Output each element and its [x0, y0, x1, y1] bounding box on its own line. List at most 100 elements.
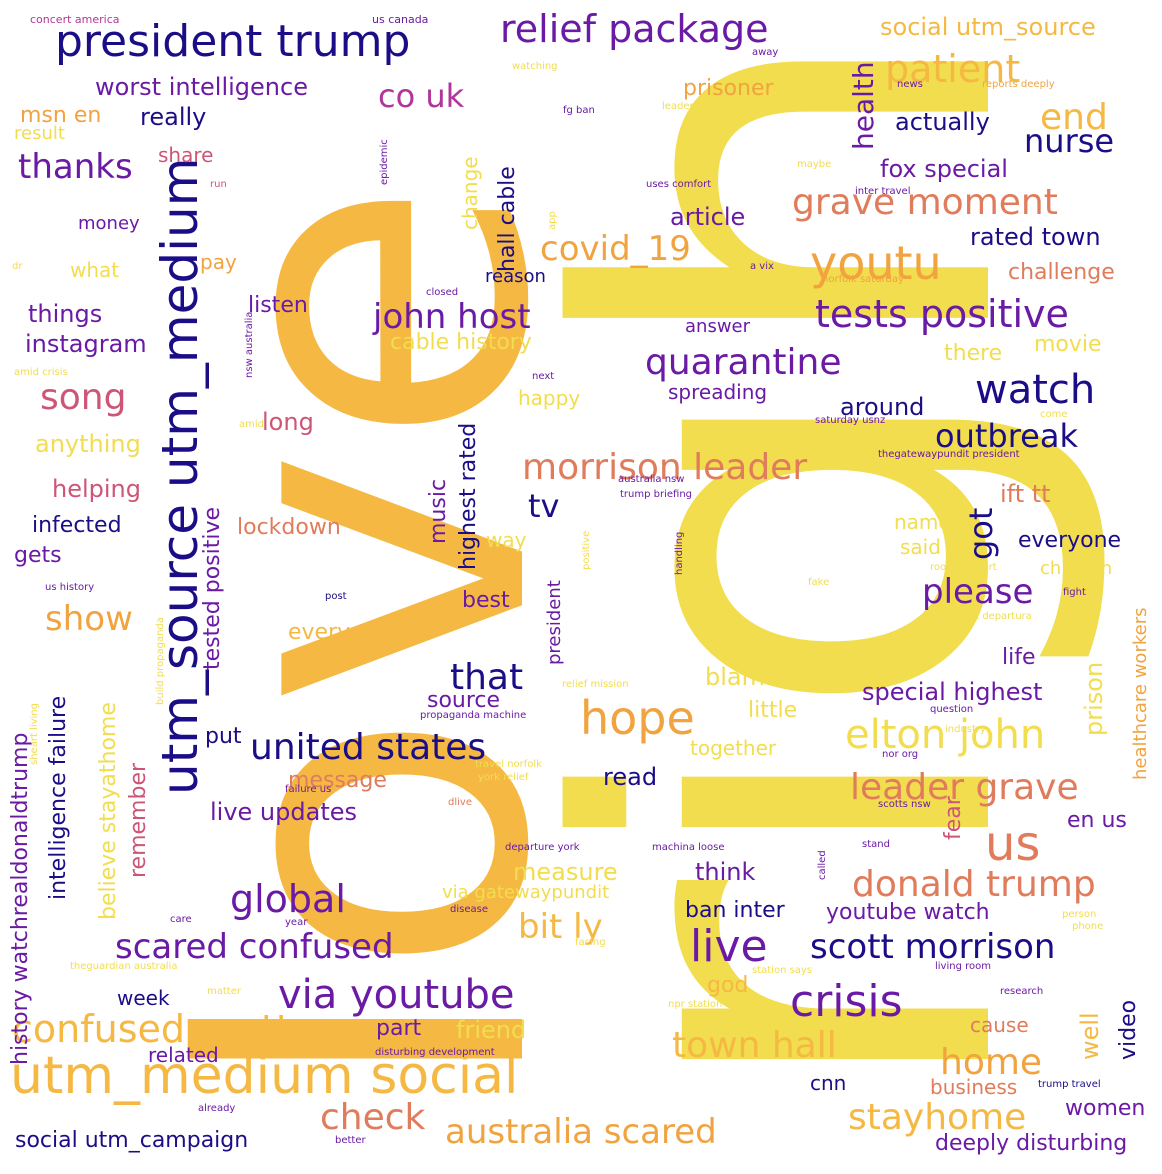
word-really-48: really — [140, 103, 207, 131]
word-check-33: check — [320, 1097, 426, 1138]
word-failure-us-170: failure us — [285, 784, 332, 795]
word-instagram-55: instagram — [25, 330, 147, 358]
word-please-36: please — [922, 572, 1034, 612]
word-sheart-living-194: sheart living — [29, 703, 40, 765]
word-disease-177: disease — [450, 904, 488, 915]
word-come-150: come — [1040, 409, 1068, 420]
word-everyone-80: everyone — [1018, 528, 1122, 553]
word-via-youtube-7: via youtube — [278, 972, 515, 1018]
word-read-93: read — [603, 763, 658, 791]
word-part-104: part — [376, 1016, 422, 1041]
word-fg-ban-132: fg ban — [563, 105, 595, 116]
word-facing-180: facing — [575, 937, 606, 948]
word-music-118: music — [426, 478, 451, 544]
word-watch-20: watch — [975, 367, 1096, 413]
word-patient-24: patient — [885, 47, 1021, 91]
word-industry-166: industry — [945, 724, 986, 735]
word-maybe-137: maybe — [797, 159, 832, 170]
word-ban-inter-99: ban inter — [685, 898, 785, 923]
word-amid-148: amid — [239, 419, 264, 430]
word-name-78: name — [894, 510, 951, 534]
word-scared-confused-27: scared confused — [115, 927, 394, 967]
word-reason-70: reason — [485, 266, 546, 287]
word-health-43: health — [847, 61, 880, 150]
word-tested-positive-120: tested positive — [200, 506, 225, 670]
word-msn-en-47: msn en — [20, 103, 102, 128]
word-well-109: well — [1076, 1012, 1104, 1060]
word-relief-package-5: relief package — [500, 7, 769, 51]
word-matter-184: matter — [207, 986, 241, 997]
word-trump-briefing-152: trump briefing — [620, 489, 693, 500]
word-trump-travel-190: trump travel — [1038, 1079, 1101, 1090]
word-australia-scared-32: australia scared — [445, 1112, 717, 1152]
word-question-165: question — [930, 704, 974, 715]
word-hall-cable-116: hall cable — [495, 166, 520, 272]
word-women-113: women — [1065, 1096, 1146, 1121]
word-answer-71: answer — [685, 316, 751, 337]
word-thanks-40: thanks — [18, 147, 133, 187]
word-helping-57: helping — [52, 475, 141, 503]
word-end-38: end — [1040, 97, 1108, 138]
word-home-30: home — [940, 1042, 1043, 1083]
word-year-178: year — [285, 917, 308, 928]
word-inter-travel-138: inter travel — [855, 186, 911, 197]
word-cable-history-69: cable history — [390, 330, 532, 355]
word-bit-ly-44: bit ly — [518, 907, 603, 947]
word-article-65: article — [670, 203, 746, 231]
word-happy-76: happy — [518, 386, 581, 410]
word-research-186: research — [1000, 986, 1044, 997]
word-a-vix-193: a vix — [750, 261, 774, 272]
word-pay-53: pay — [200, 250, 237, 274]
word-around-73: around — [840, 393, 925, 421]
word-tests-positive-19: tests positive — [815, 292, 1069, 336]
word-scott-morrison-14: scott morrison — [810, 927, 1056, 967]
word-dlive-171: dlive — [448, 797, 472, 808]
word-think-98: think — [695, 858, 756, 886]
word-highest-rated-117: highest rated — [456, 422, 481, 570]
word-news-134: news — [897, 79, 923, 90]
word-handling-155: handling — [674, 531, 685, 575]
word-stand-174: stand — [862, 839, 890, 850]
word-live-updates-95: live updates — [210, 798, 357, 826]
word-dr-143: dr — [12, 261, 23, 272]
word-scotts-nsw-176: scotts nsw — [878, 799, 931, 810]
word-things-54: things — [28, 300, 103, 328]
word-that-34: that — [450, 657, 524, 698]
word-little-89: little — [748, 698, 798, 723]
word-via-gatewaypundit-97: via gatewaypundit — [442, 882, 610, 903]
word-live-13: live — [690, 921, 768, 972]
word-week-103: week — [117, 986, 170, 1010]
word-leadership-133: leadership — [662, 101, 715, 112]
word-away-130: away — [752, 47, 779, 58]
word-yahoo-164: yahoo — [1065, 599, 1096, 610]
word-blame-88: blame — [705, 663, 780, 691]
word-fear-101: fear — [941, 796, 966, 840]
word-fight-163: fight — [1063, 587, 1086, 598]
word-believe-stayathome-122: believe stayathome — [96, 702, 121, 920]
word-special-highest-87: special highest — [862, 678, 1043, 706]
word-children-81: children — [1040, 558, 1113, 579]
word-put-91: put — [205, 724, 242, 749]
word-spreading-72: spreading — [668, 380, 768, 404]
word-history-watchrealdonaldtrump-124: history watchrealdonaldtrump — [8, 732, 33, 1065]
word-next-145: next — [532, 371, 555, 382]
word-npr-station-185: npr station — [668, 999, 723, 1010]
word-show-42: show — [45, 599, 133, 639]
word-infected-58: infected — [32, 513, 122, 538]
word-utm-medium-social-3: utm_medium social — [10, 1046, 519, 1106]
word-tv-82: tv — [528, 487, 560, 525]
word-morrison-leader-17: morrison leader — [522, 447, 808, 488]
word-john-host-26: john host — [373, 297, 531, 337]
word-person-191: person — [1062, 909, 1097, 920]
word-run-139: run — [210, 179, 227, 190]
word-town-hall-29: town hall — [672, 1025, 837, 1066]
word-better-189: better — [335, 1135, 366, 1146]
word-called-175: called — [817, 850, 828, 880]
word-ift-tt-77: ift tt — [1000, 480, 1051, 508]
word-best-84: best — [462, 588, 510, 613]
word-said-79: said — [900, 535, 941, 559]
word-leader-grave-22: leader grave — [850, 767, 1079, 808]
word-deeply-disturbing-115: deeply disturbing — [935, 1131, 1128, 1156]
word-measure-96: measure — [513, 858, 618, 886]
